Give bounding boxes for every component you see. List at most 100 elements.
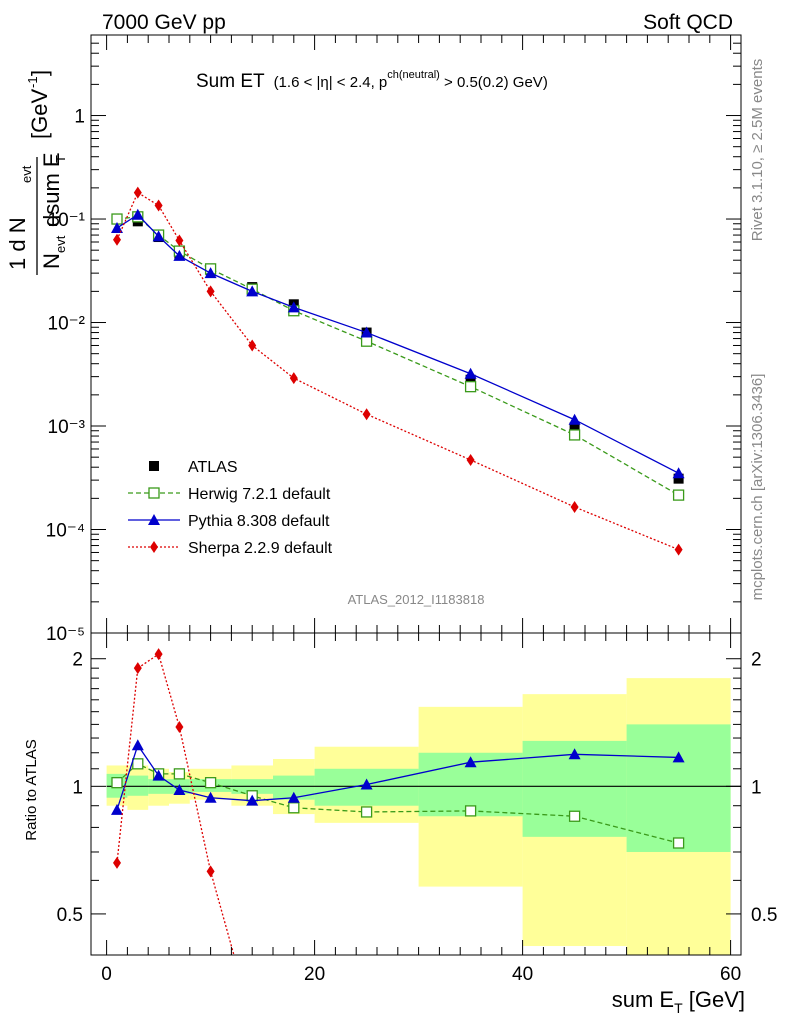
data-point xyxy=(362,408,371,421)
ratio-y-tick-label: 1 xyxy=(72,777,83,798)
ratio-series-2 xyxy=(113,648,235,955)
data-point xyxy=(360,326,373,338)
ratio-y-tick-label-right: 0.5 xyxy=(751,905,777,926)
data-point xyxy=(569,422,580,433)
ratio-plot-area xyxy=(111,648,685,955)
legend-marker xyxy=(148,487,160,499)
svg-text:-1: -1 xyxy=(25,76,40,88)
data-point xyxy=(672,489,685,501)
x-axis-label: sum ET [GeV] xyxy=(612,987,745,1016)
data-point xyxy=(287,301,300,313)
data-point xyxy=(360,335,373,347)
svg-text:]: ] xyxy=(27,70,52,76)
ratio-point xyxy=(204,791,217,803)
data-point xyxy=(672,467,685,479)
series-2 xyxy=(111,208,685,479)
series-1 xyxy=(111,211,685,501)
svg-text:dsum E: dsum E xyxy=(39,152,64,227)
legend-label: Herwig 7.2.1 default xyxy=(188,486,331,503)
rivet-label: Rivet 3.1.10, ≥ 2.5M events xyxy=(749,59,766,242)
ratio-bands xyxy=(106,678,741,955)
data-point xyxy=(466,453,475,466)
data-point xyxy=(173,249,186,261)
data-point xyxy=(246,285,259,297)
legend-label: ATLAS xyxy=(188,459,238,476)
header-left: 7000 GeV pp xyxy=(102,11,226,34)
data-point xyxy=(673,473,684,484)
ratio-point xyxy=(111,777,123,789)
main-y-ticks: 10⁻⁵ 10⁻⁴ 10⁻³ 10⁻² 10⁻¹ 1 xyxy=(46,34,741,645)
ratio-point xyxy=(568,810,581,822)
main-y-tick-label: 1 xyxy=(74,107,85,128)
legend-entry: ATLAS xyxy=(149,459,238,476)
ratio-point xyxy=(360,778,373,790)
main-x-ticks xyxy=(106,35,732,633)
ratio-point xyxy=(173,768,186,780)
data-point xyxy=(248,339,257,352)
ratio-point xyxy=(133,662,142,675)
ratio-point xyxy=(204,777,217,789)
legend-marker xyxy=(148,514,160,525)
legend-entry: Sherpa 2.2.9 default xyxy=(128,540,333,557)
ratio-point xyxy=(464,756,477,768)
svg-text:1 d N: 1 d N xyxy=(5,217,30,270)
main-y-tick-label: 10⁻⁴ xyxy=(46,521,85,542)
ratio-point xyxy=(132,758,144,770)
ratio-point xyxy=(287,791,300,803)
ratio-y-tick-label: 0.5 xyxy=(57,905,83,926)
main-panel: 10⁻⁵ 10⁻⁴ 10⁻³ 10⁻² 10⁻¹ 1 Sum ET (1.6 < |η| … xyxy=(5,34,742,645)
uncertainty-band-inner xyxy=(127,775,149,796)
ratio-point xyxy=(360,806,373,818)
data-point xyxy=(131,208,144,220)
legend: ATLAS Herwig 7.2.1 default Pythia 8.308 de… xyxy=(128,459,333,557)
ratio-point xyxy=(568,748,581,760)
plot-title: Sum ET (1.6 < |η| < 2.4, pch(neutral) > … xyxy=(196,69,548,92)
ratio-y-label: Ratio to ATLAS xyxy=(23,739,40,840)
ratio-y-tick-label-right: 1 xyxy=(751,777,762,798)
data-point xyxy=(154,199,163,212)
ratio-point xyxy=(173,784,186,796)
svg-text:evt: evt xyxy=(19,165,34,183)
main-y-tick-label: 10⁻³ xyxy=(48,417,86,438)
data-point xyxy=(289,372,298,385)
data-point xyxy=(464,367,477,379)
ratio-panel: 0.5 0.5 1 1 2 2 0 20 40 60 Ratio to ATLAS sum ET… xyxy=(23,632,777,1016)
legend-entry: Pythia 8.308 default xyxy=(128,513,330,530)
legend-entry: Herwig 7.2.1 default xyxy=(128,486,331,503)
svg-text:evt: evt xyxy=(53,235,68,253)
ratio-point xyxy=(152,769,165,781)
series-line xyxy=(116,216,679,496)
data-point xyxy=(570,500,579,513)
ratio-point xyxy=(288,802,300,814)
main-y-tick-label: 10⁻⁵ xyxy=(46,624,85,645)
svg-text:[GeV: [GeV xyxy=(27,89,52,139)
series-line xyxy=(116,213,679,474)
data-point xyxy=(152,230,165,242)
ratio-point xyxy=(206,865,215,878)
data-point xyxy=(674,543,683,556)
main-y-tick-label: 10⁻¹ xyxy=(48,210,86,231)
data-point xyxy=(111,221,123,233)
data-point xyxy=(175,234,184,247)
data-point xyxy=(568,413,581,425)
legend-marker xyxy=(149,461,159,471)
series-3 xyxy=(113,186,683,556)
ratio-point xyxy=(113,856,121,869)
ratio-point xyxy=(464,805,477,817)
mcplots-label: mcplots.cern.ch [arXiv:1306.3436] xyxy=(749,374,766,601)
x-tick-label: 60 xyxy=(720,964,741,985)
data-point xyxy=(204,267,217,279)
data-point xyxy=(133,186,142,199)
ratio-y-tick-label: 2 xyxy=(72,650,83,671)
data-point xyxy=(568,429,581,441)
header-right: Soft QCD xyxy=(643,11,733,34)
analysis-watermark: ATLAS_2012_I1183818 xyxy=(348,592,485,607)
ratio-x-ticks: 0 20 40 60 xyxy=(101,633,741,985)
x-tick-label: 40 xyxy=(512,964,533,985)
ratio-point xyxy=(246,794,259,806)
main-plot-area xyxy=(111,186,685,556)
ratio-point xyxy=(154,648,163,661)
main-y-label: 1 d N evt N evt dsum E T [GeV -1 ] xyxy=(5,70,68,275)
ratio-point xyxy=(131,739,144,751)
